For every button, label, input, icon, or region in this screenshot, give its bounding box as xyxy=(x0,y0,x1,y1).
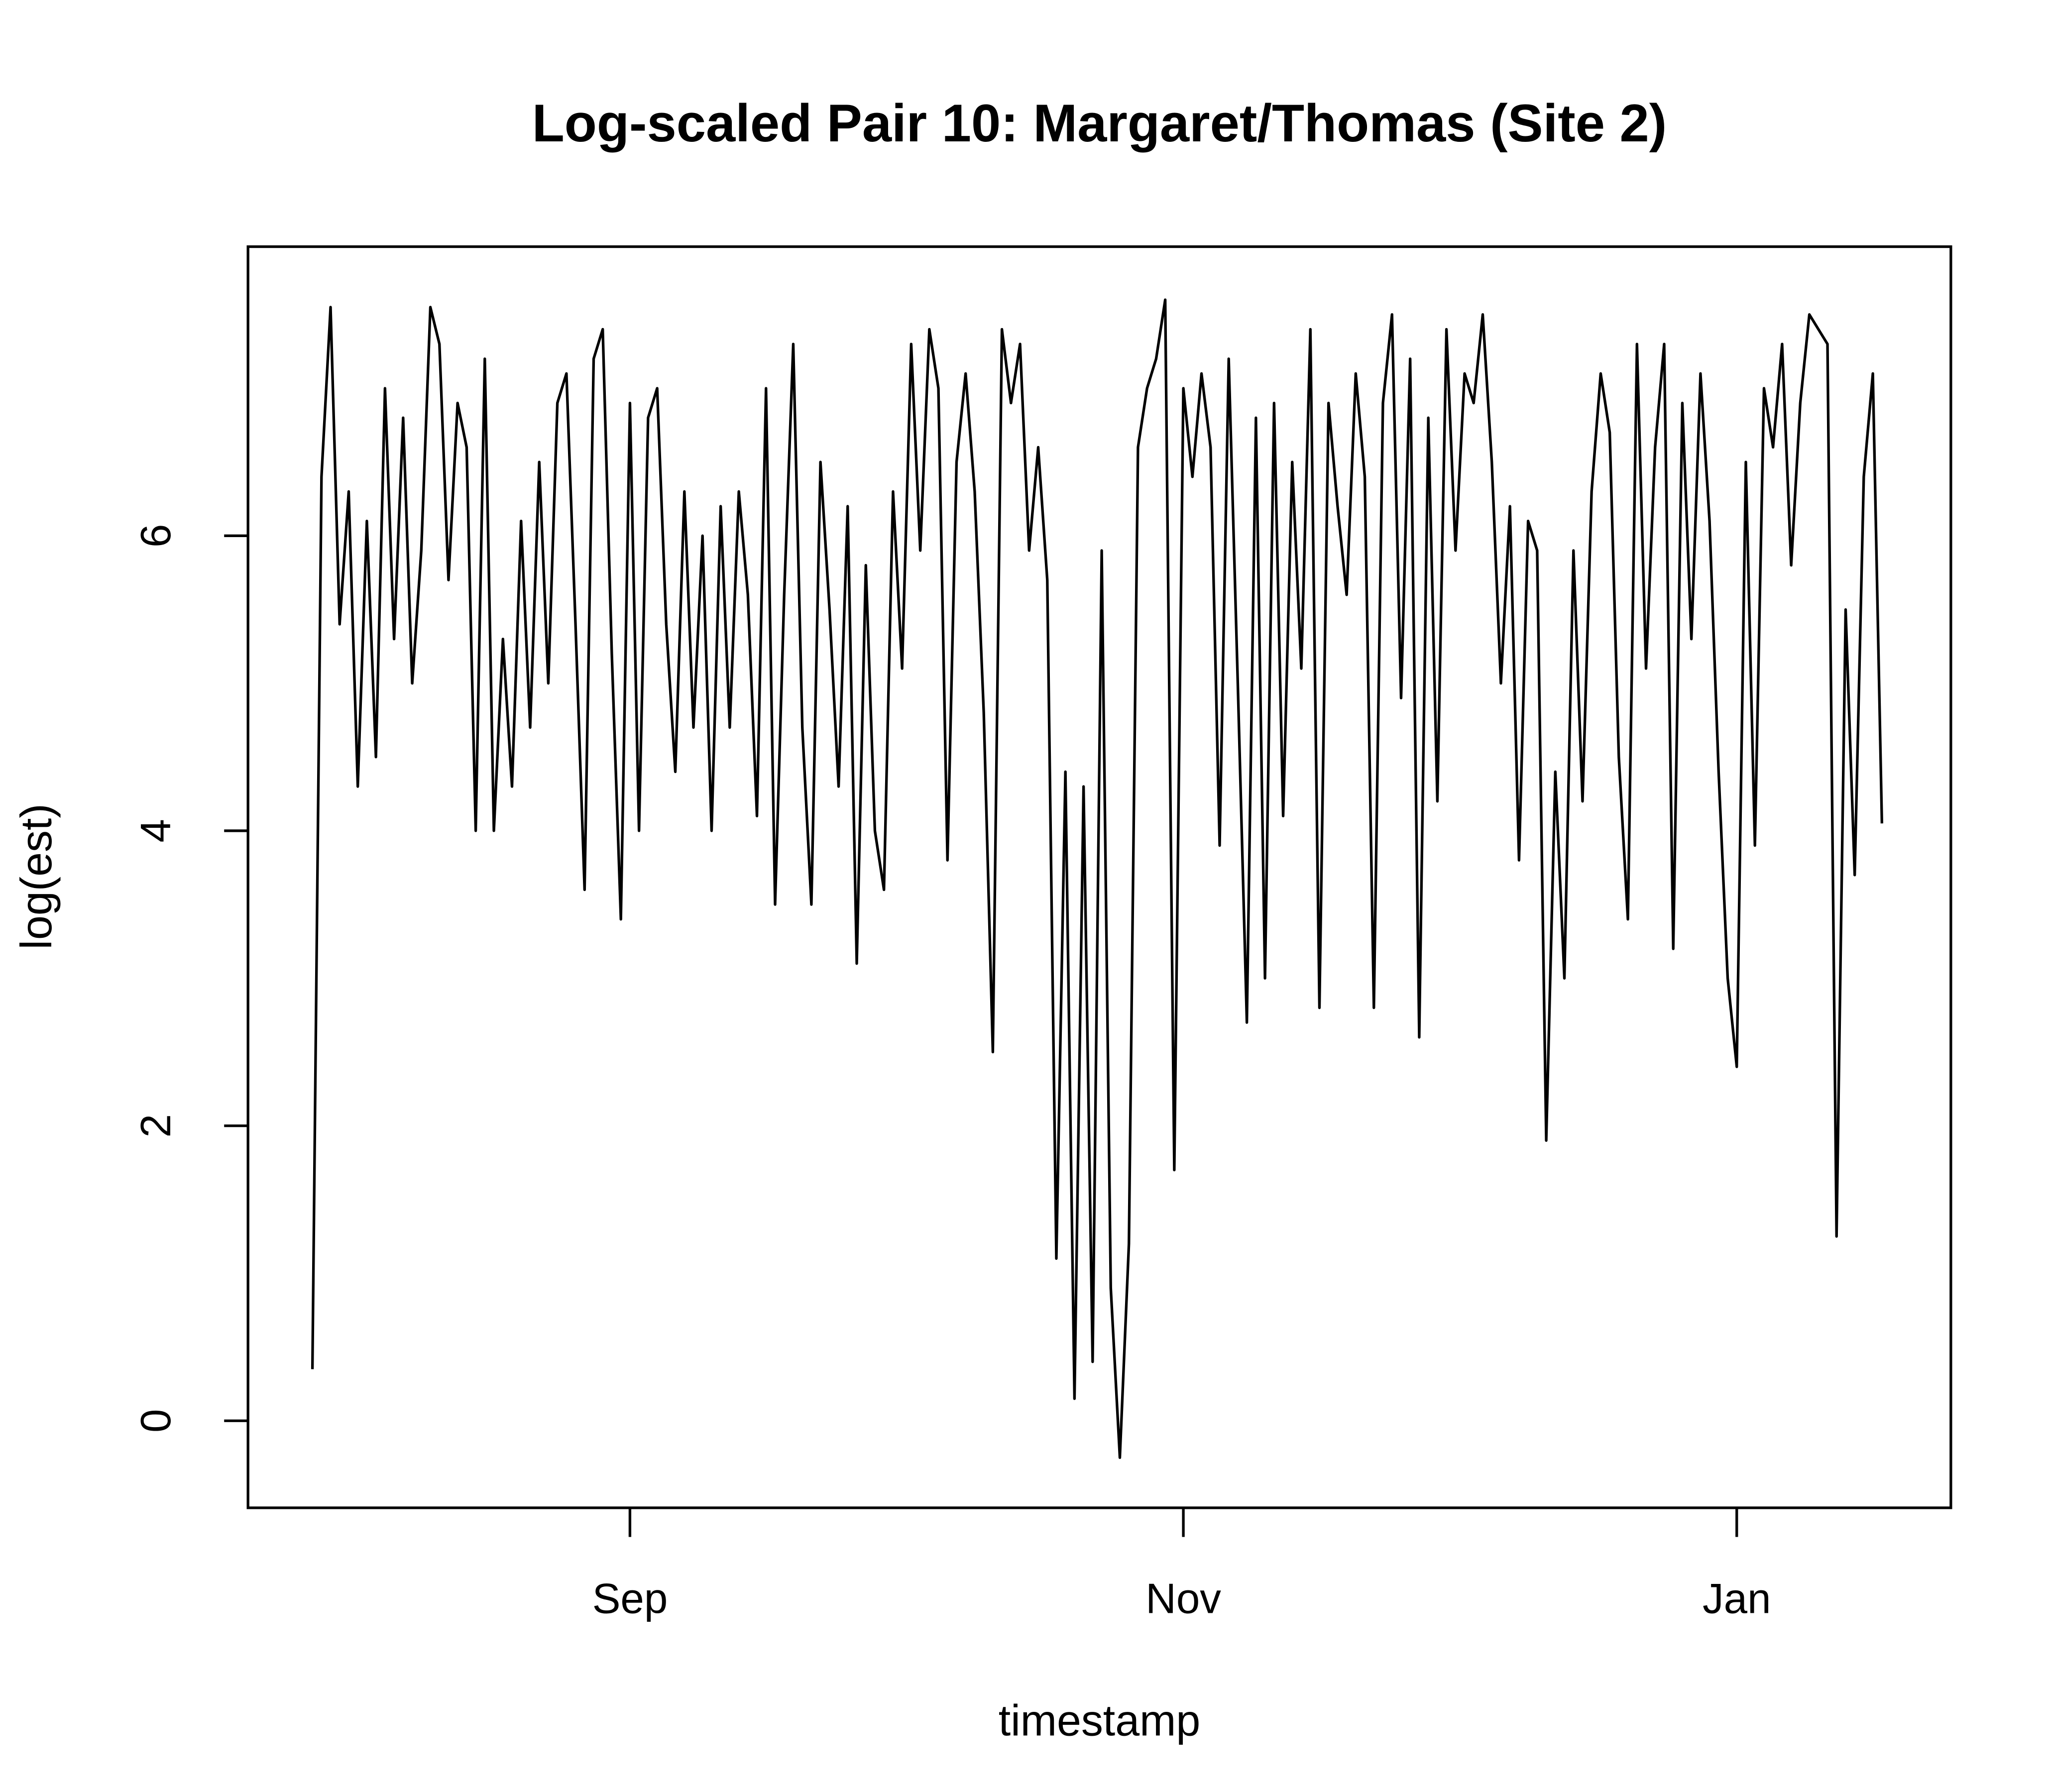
y-tick-label: 4 xyxy=(132,819,180,842)
x-tick-label: Nov xyxy=(1145,1575,1221,1623)
y-tick-label: 6 xyxy=(132,524,180,548)
x-axis-title: timestamp xyxy=(999,1696,1200,1745)
chart-title: Log-scaled Pair 10: Margaret/Thomas (Sit… xyxy=(532,94,1667,153)
plot-frame xyxy=(246,245,1952,1509)
y-tick-label: 0 xyxy=(132,1409,180,1433)
x-tick-label: Sep xyxy=(592,1575,668,1623)
y-axis-title: log(est) xyxy=(11,803,61,949)
data-line xyxy=(311,298,1884,1459)
y-tick-label: 2 xyxy=(132,1114,180,1137)
x-tick-label: Jan xyxy=(1703,1575,1771,1623)
